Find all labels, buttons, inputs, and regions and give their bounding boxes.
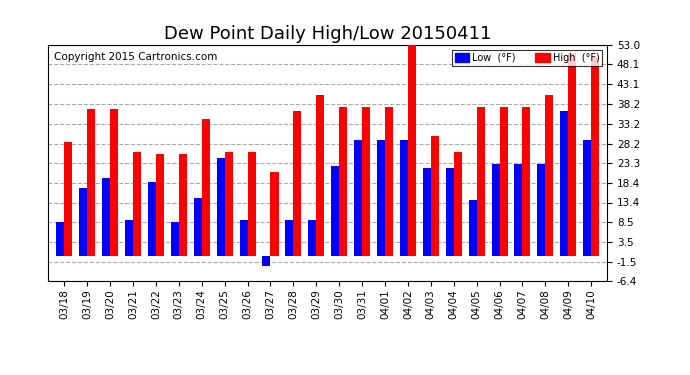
Bar bbox=[156, 154, 164, 256]
Bar bbox=[133, 152, 141, 256]
Bar bbox=[569, 53, 576, 256]
Bar bbox=[248, 152, 255, 256]
Legend: Low  (°F), High  (°F): Low (°F), High (°F) bbox=[452, 50, 602, 66]
Bar bbox=[179, 154, 187, 256]
Bar bbox=[87, 109, 95, 256]
Bar bbox=[331, 166, 339, 256]
Bar bbox=[400, 141, 408, 256]
Bar bbox=[308, 220, 316, 256]
Bar bbox=[354, 141, 362, 256]
Bar bbox=[217, 158, 225, 256]
Bar bbox=[469, 200, 477, 256]
Bar bbox=[385, 106, 393, 256]
Bar bbox=[171, 222, 179, 256]
Bar bbox=[286, 220, 293, 256]
Bar bbox=[316, 95, 324, 256]
Bar bbox=[110, 109, 118, 256]
Bar bbox=[293, 111, 302, 256]
Bar bbox=[431, 136, 439, 256]
Bar bbox=[515, 164, 522, 256]
Bar bbox=[79, 188, 87, 256]
Bar bbox=[491, 164, 500, 256]
Bar bbox=[500, 106, 508, 256]
Bar bbox=[262, 256, 270, 266]
Bar bbox=[125, 220, 133, 256]
Bar bbox=[194, 198, 201, 256]
Bar bbox=[102, 178, 110, 256]
Bar bbox=[446, 168, 454, 256]
Bar bbox=[362, 106, 370, 256]
Bar bbox=[377, 141, 385, 256]
Bar bbox=[64, 142, 72, 256]
Bar bbox=[538, 164, 545, 256]
Bar bbox=[201, 118, 210, 256]
Title: Dew Point Daily High/Low 20150411: Dew Point Daily High/Low 20150411 bbox=[164, 26, 491, 44]
Bar bbox=[477, 106, 484, 256]
Bar bbox=[239, 220, 248, 256]
Bar bbox=[545, 95, 553, 256]
Bar bbox=[454, 152, 462, 256]
Bar bbox=[423, 168, 431, 256]
Bar bbox=[148, 182, 156, 256]
Text: Copyright 2015 Cartronics.com: Copyright 2015 Cartronics.com bbox=[54, 52, 217, 62]
Bar bbox=[339, 106, 347, 256]
Bar bbox=[522, 106, 531, 256]
Bar bbox=[408, 41, 416, 256]
Bar bbox=[57, 222, 64, 256]
Bar bbox=[560, 111, 569, 256]
Bar bbox=[270, 172, 279, 256]
Bar bbox=[583, 141, 591, 256]
Bar bbox=[591, 57, 599, 256]
Bar bbox=[225, 152, 233, 256]
